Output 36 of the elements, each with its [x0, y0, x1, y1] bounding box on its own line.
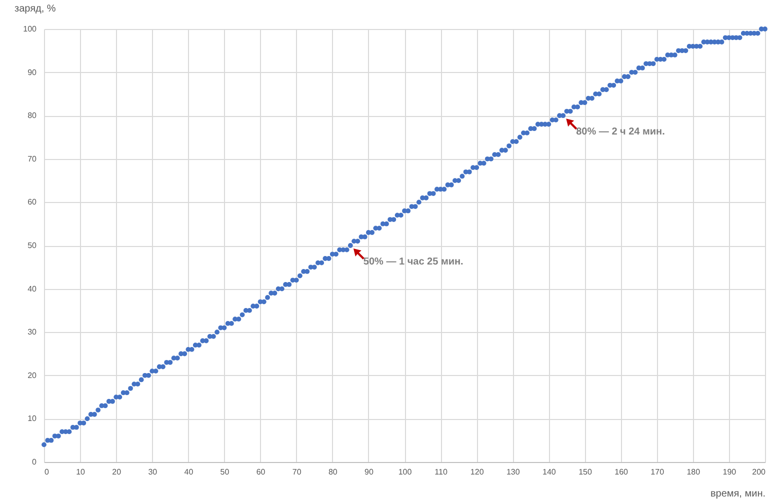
x-tick-label: 100	[398, 468, 412, 476]
x-tick-label: 140	[542, 468, 556, 476]
y-tick-label: 0	[32, 458, 38, 466]
y-axis-title: заряд, %	[14, 4, 56, 14]
y-tick-label: 50	[28, 241, 38, 250]
x-tick-label: 40	[184, 468, 194, 476]
y-tick-label: 100	[23, 24, 38, 34]
x-tick-label: 70	[292, 468, 302, 476]
y-tick-label: 30	[28, 328, 38, 337]
x-tick-label: 90	[364, 468, 374, 476]
y-tick-label: 90	[28, 68, 38, 77]
x-tick-label: 110	[434, 468, 448, 476]
x-tick-label: 20	[112, 468, 122, 476]
y-tick-label: 70	[28, 154, 38, 164]
x-tick-label: 160	[614, 468, 629, 476]
x-tick-label: 170	[650, 468, 665, 476]
x-tick-label: 190	[722, 468, 737, 476]
y-tick-label: 10	[28, 414, 38, 424]
y-tick-label: 60	[28, 198, 38, 207]
y-tick-label: 20	[28, 370, 38, 380]
x-tick-label: 10	[76, 468, 86, 476]
x-tick-label: 200	[752, 468, 766, 476]
annotation: 80% — 2 ч 24 мин.	[576, 126, 666, 138]
x-tick-label: 180	[686, 468, 701, 476]
x-tick-label: 120	[470, 468, 484, 476]
x-tick-label: 80	[328, 468, 338, 476]
x-tick-label: 60	[256, 468, 266, 476]
x-tick-label: 30	[148, 468, 158, 476]
y-tick-label: 40	[28, 284, 38, 294]
x-tick-label: 130	[506, 468, 520, 476]
annotation: 50% — 1 час 25 мин.	[363, 256, 464, 268]
y-tick-label: 80	[28, 111, 38, 120]
x-tick-label: 150	[578, 468, 592, 476]
x-tick-label: 50	[220, 468, 230, 476]
x-axis-title: время, мин.	[710, 488, 766, 500]
x-tick-label: 0	[44, 468, 50, 476]
